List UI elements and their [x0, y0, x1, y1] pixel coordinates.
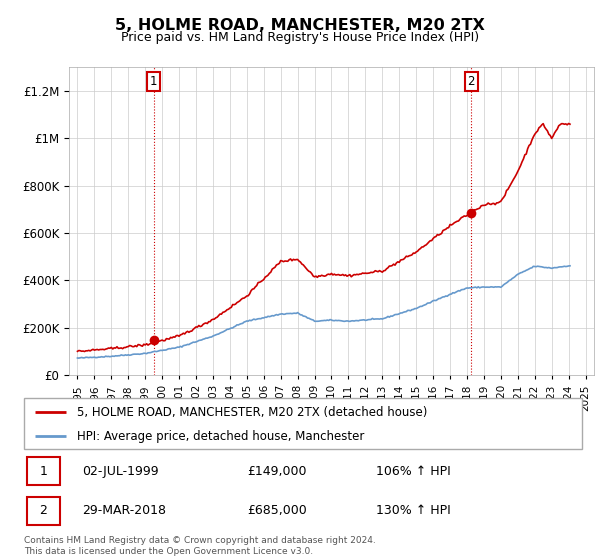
FancyBboxPatch shape — [27, 458, 60, 486]
Text: 5, HOLME ROAD, MANCHESTER, M20 2TX: 5, HOLME ROAD, MANCHESTER, M20 2TX — [115, 18, 485, 33]
Text: 2: 2 — [40, 504, 47, 517]
Text: 2: 2 — [467, 75, 475, 88]
Text: 29-MAR-2018: 29-MAR-2018 — [83, 504, 167, 517]
Text: HPI: Average price, detached house, Manchester: HPI: Average price, detached house, Manc… — [77, 430, 364, 443]
Text: 106% ↑ HPI: 106% ↑ HPI — [376, 465, 450, 478]
Text: 5, HOLME ROAD, MANCHESTER, M20 2TX (detached house): 5, HOLME ROAD, MANCHESTER, M20 2TX (deta… — [77, 405, 427, 418]
Text: 1: 1 — [40, 465, 47, 478]
Text: 130% ↑ HPI: 130% ↑ HPI — [376, 504, 450, 517]
Text: Price paid vs. HM Land Registry's House Price Index (HPI): Price paid vs. HM Land Registry's House … — [121, 31, 479, 44]
Text: £149,000: £149,000 — [247, 465, 307, 478]
FancyBboxPatch shape — [27, 497, 60, 525]
FancyBboxPatch shape — [24, 398, 582, 449]
Text: 1: 1 — [150, 75, 157, 88]
Text: Contains HM Land Registry data © Crown copyright and database right 2024.
This d: Contains HM Land Registry data © Crown c… — [24, 536, 376, 556]
Text: £685,000: £685,000 — [247, 504, 307, 517]
Text: 02-JUL-1999: 02-JUL-1999 — [83, 465, 159, 478]
